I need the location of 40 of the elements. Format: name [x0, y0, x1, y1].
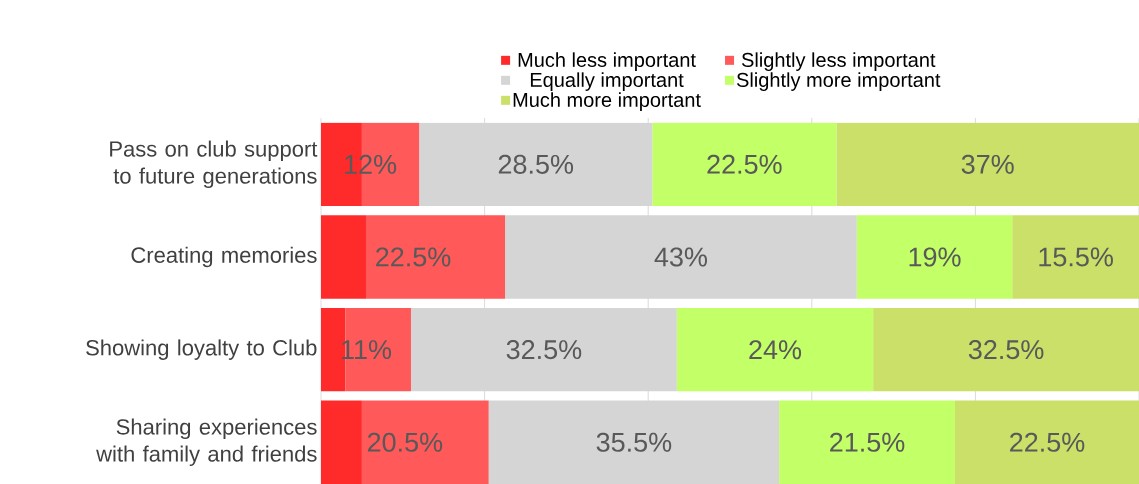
legend-label: Much more important — [513, 92, 701, 111]
annotation: 11% — [342, 340, 392, 360]
data-label: 43% — [654, 247, 707, 267]
data-label: 15.5% — [1039, 247, 1113, 267]
data-label: 37% — [961, 154, 1014, 174]
annotation: 20.5% — [367, 432, 443, 452]
data-label: 22.5% — [1010, 432, 1085, 452]
data-label: 21.5% — [830, 432, 905, 452]
bar — [505, 215, 857, 299]
bar — [365, 215, 506, 299]
legend-label: Equally important — [530, 72, 684, 91]
bar — [856, 215, 1013, 299]
bar — [321, 400, 362, 484]
annotation: 12% — [345, 154, 397, 174]
bar — [410, 307, 677, 392]
bar — [676, 307, 874, 392]
data-label: 22.5% — [707, 154, 782, 174]
bar — [361, 400, 489, 484]
y-tick-label: Creating memories — [131, 246, 317, 268]
y-tick-label: Showing loyalty to Club — [86, 339, 317, 360]
data-label: 28.5% — [498, 154, 574, 174]
bar — [836, 122, 1139, 207]
bar — [652, 122, 837, 207]
bar — [779, 400, 955, 484]
y-tick-label: Pass on club support to future generations — [110, 140, 318, 189]
data-label: 32.5% — [968, 340, 1044, 360]
bar — [873, 307, 1139, 392]
legend-label: Slightly less important — [741, 52, 936, 71]
data-label: 32.5% — [506, 340, 582, 360]
bar — [419, 122, 653, 207]
bar — [1012, 215, 1139, 299]
bar — [954, 400, 1139, 484]
bar — [321, 215, 366, 299]
annotation: 22.5% — [376, 247, 451, 267]
data-label: 19% — [909, 247, 961, 267]
legend-label: Much less important — [518, 52, 696, 71]
data-label: 35.5% — [596, 432, 672, 452]
legend-label: Slightly more important — [736, 72, 941, 91]
data-label: 24% — [749, 340, 802, 360]
y-tick-label: Sharing experiences with family and friends — [96, 418, 317, 467]
